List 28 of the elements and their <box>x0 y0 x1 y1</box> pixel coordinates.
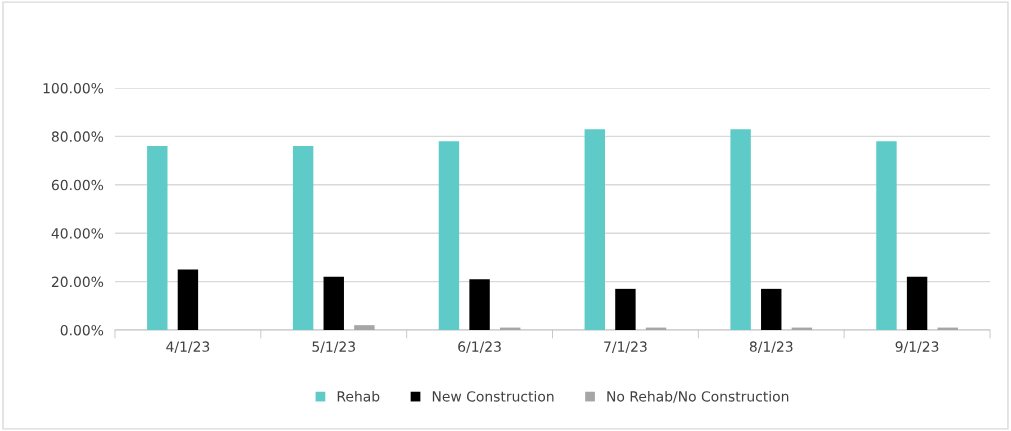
legend-label: Rehab <box>337 390 380 402</box>
bar <box>876 141 897 330</box>
x-tick-label: 6/1/23 <box>458 341 501 353</box>
bar <box>438 141 460 330</box>
bar <box>469 279 490 330</box>
y-tick-label: 60.00% <box>51 179 104 191</box>
bar <box>906 276 928 330</box>
bar <box>292 146 314 330</box>
bar <box>147 146 168 330</box>
x-tick-label: 7/1/23 <box>604 341 647 353</box>
x-tick-label: 5/1/23 <box>312 341 355 353</box>
bar <box>761 288 782 330</box>
legend-label: New Construction <box>432 390 554 402</box>
y-tick-label: 20.00% <box>51 276 104 288</box>
bar <box>323 276 344 330</box>
bar <box>354 325 375 330</box>
x-tick-label: 9/1/23 <box>895 341 939 353</box>
y-tick-label: 80.00% <box>51 131 104 142</box>
y-tick-label: 40.00% <box>51 228 104 239</box>
x-tick-label: 8/1/23 <box>749 341 793 353</box>
bar <box>615 288 636 330</box>
legend-label: No Rehab/No Construction <box>607 390 789 403</box>
x-tick-label: 4/1/23 <box>166 341 210 353</box>
y-tick-label: 0.00% <box>60 324 104 336</box>
bar <box>730 129 751 330</box>
bar <box>584 129 605 330</box>
bar <box>177 269 199 330</box>
y-tick-label: 100.00% <box>43 82 104 94</box>
